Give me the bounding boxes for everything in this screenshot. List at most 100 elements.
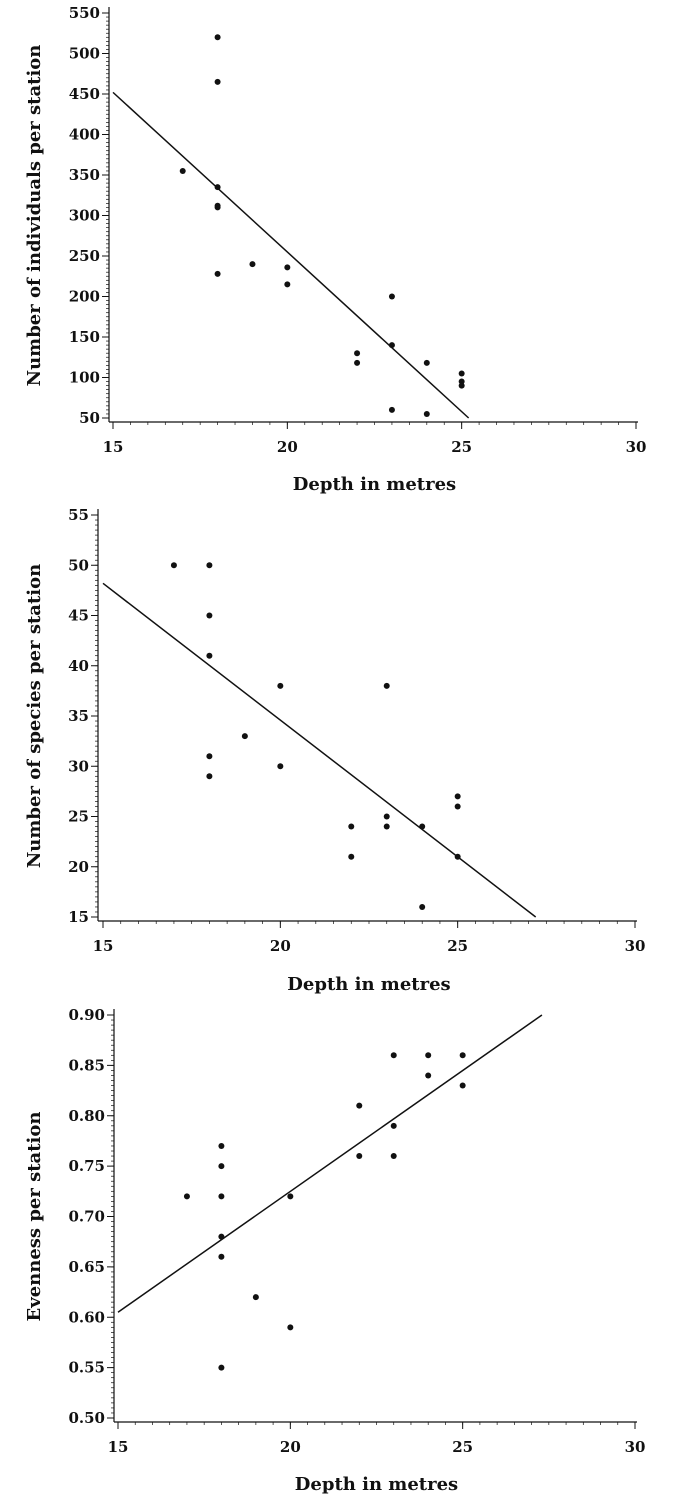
data-point: [214, 34, 221, 41]
data-point: [249, 261, 256, 268]
data-point: [206, 773, 213, 780]
y-tick-label: 0.65: [68, 1258, 105, 1276]
data-point: [284, 281, 291, 288]
data-point: [423, 359, 430, 366]
data-point: [183, 1193, 190, 1200]
data-point: [390, 1153, 397, 1160]
x-tick-label: 30: [625, 1438, 646, 1456]
data-point: [354, 350, 361, 357]
chart-panel-3: 15 20 25 30 0.50 0.55 0.60 0.65 0.70 0.75 0.80 0.85…: [24, 1006, 645, 1495]
y-axis-title: Number of individuals per station: [24, 45, 45, 387]
y-tick-label: 450: [69, 85, 100, 103]
data-point: [287, 1324, 294, 1331]
x-tick-label: 25: [452, 1438, 473, 1456]
regression-line: [117, 1014, 543, 1313]
x-tick-label: 15: [103, 438, 124, 456]
data-point: [214, 270, 221, 277]
data-point: [458, 370, 465, 377]
data-point: [388, 406, 395, 413]
data-point: [383, 823, 390, 830]
y-tick-label: 0.55: [68, 1359, 105, 1377]
x-tick-label: 20: [270, 937, 291, 955]
x-axis-title: Depth in metres: [295, 1474, 458, 1495]
x-tick-label: 20: [280, 1438, 301, 1456]
x-tick-label: 20: [277, 438, 298, 456]
chart-panel-2: 15 20 25 30 15 20 25 30 35 40 45 50 55 Depth in metre…: [24, 506, 645, 995]
y-tick-label: 0.75: [68, 1157, 105, 1175]
data-point: [423, 410, 430, 417]
y-tick-label: 0.80: [68, 1107, 105, 1125]
data-point: [383, 813, 390, 820]
y-tick-label: 0.50: [68, 1409, 105, 1427]
data-point: [459, 1052, 466, 1059]
data-point: [459, 1082, 466, 1089]
y-tick-label: 20: [68, 858, 89, 876]
data-point: [218, 1163, 225, 1170]
x-tick-label: 15: [93, 937, 114, 955]
data-point: [170, 562, 177, 569]
y-tick-label: 0.90: [68, 1006, 105, 1024]
x-axis-title: Depth in metres: [287, 974, 450, 995]
data-point: [218, 1233, 225, 1240]
y-tick-label: 350: [69, 166, 100, 184]
data-point: [218, 1142, 225, 1149]
data-point: [454, 853, 461, 860]
x-tick-label: 30: [626, 438, 647, 456]
data-point: [419, 903, 426, 910]
x-tick-label: 25: [447, 937, 468, 955]
data-point: [206, 652, 213, 659]
data-point: [388, 342, 395, 349]
data-point: [277, 763, 284, 770]
y-tick-label: 15: [68, 908, 89, 926]
x-tick-label: 25: [451, 438, 472, 456]
y-tick-label: 200: [69, 288, 100, 306]
y-tick-label: 500: [69, 45, 100, 63]
data-point: [214, 78, 221, 85]
data-point: [419, 823, 426, 830]
x-tick-label: 30: [625, 937, 646, 955]
y-tick-label: 300: [69, 207, 100, 225]
data-point: [390, 1052, 397, 1059]
y-tick-label: 40: [68, 657, 89, 675]
data-point: [241, 733, 248, 740]
data-point: [284, 264, 291, 271]
y-axis-title: Evenness per station: [24, 1112, 45, 1322]
y-tick-label: 0.85: [68, 1056, 105, 1074]
data-point: [388, 293, 395, 300]
data-point: [390, 1122, 397, 1129]
data-point: [425, 1052, 432, 1059]
chart-panel-1: 15 20 25 30 50 100 150 200 250 300 350 400 450 500 550…: [24, 4, 646, 495]
data-point: [218, 1253, 225, 1260]
data-point: [348, 853, 355, 860]
data-point: [179, 167, 186, 174]
data-point: [252, 1294, 259, 1301]
regression-line: [112, 91, 470, 419]
y-tick-label: 35: [68, 707, 89, 725]
y-tick-label: 25: [68, 808, 89, 826]
data-point: [454, 793, 461, 800]
data-point: [218, 1193, 225, 1200]
x-tick-label: 15: [108, 1438, 129, 1456]
data-point: [214, 204, 221, 211]
y-tick-label: 100: [69, 369, 100, 387]
y-tick-label: 150: [69, 328, 100, 346]
data-point: [206, 562, 213, 569]
y-tick-label: 250: [69, 247, 100, 265]
data-point: [206, 753, 213, 760]
data-point: [287, 1193, 294, 1200]
data-point: [356, 1153, 363, 1160]
data-point: [206, 612, 213, 619]
data-point: [425, 1072, 432, 1079]
data-point: [454, 803, 461, 810]
data-point: [214, 184, 221, 191]
y-tick-label: 400: [69, 126, 100, 144]
regression-line: [102, 582, 537, 918]
y-tick-label: 55: [68, 506, 89, 524]
data-point: [348, 823, 355, 830]
y-tick-label: 0.70: [68, 1208, 105, 1226]
y-tick-label: 30: [68, 757, 89, 775]
y-tick-label: 550: [69, 4, 100, 22]
data-point: [354, 359, 361, 366]
x-axis-title: Depth in metres: [293, 474, 456, 495]
